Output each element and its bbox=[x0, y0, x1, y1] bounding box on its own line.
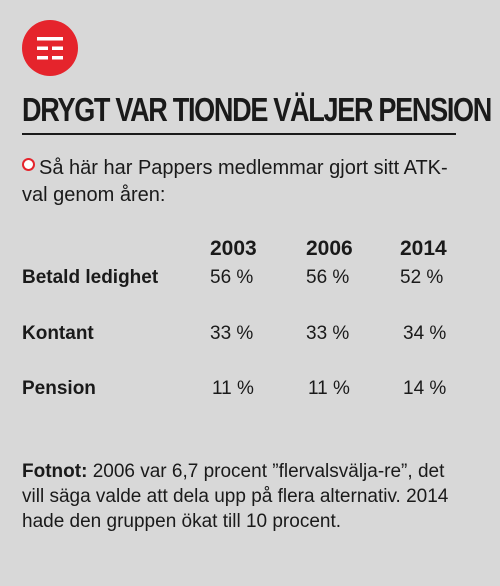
headline-divider bbox=[22, 133, 456, 135]
cell-pension-2006: 11 % bbox=[308, 378, 350, 399]
cell-betald-2014: 52 % bbox=[400, 267, 444, 288]
cell-pension-2003: 11 % bbox=[212, 378, 254, 399]
intro-label: Så här har Pappers medlemmar gjort sitt … bbox=[22, 157, 448, 206]
cell-kontant-2003: 33 % bbox=[210, 323, 254, 344]
column-header-2014: 2014 bbox=[400, 237, 447, 260]
grid-lines-icon bbox=[22, 20, 78, 76]
row-label-pension: Pension bbox=[22, 378, 96, 399]
column-header-2006: 2006 bbox=[306, 237, 353, 260]
cell-betald-2006: 56 % bbox=[306, 267, 350, 288]
footnote-label: Fotnot: bbox=[22, 461, 88, 482]
footnote: Fotnot: 2006 var 6,7 procent ”flervalsvä… bbox=[22, 459, 462, 534]
headline: DRYGT VAR TIONDE VÄLJER PENSION bbox=[22, 91, 492, 128]
cell-betald-2003: 56 % bbox=[210, 267, 254, 288]
row-label-kontant: Kontant bbox=[22, 323, 94, 344]
cell-kontant-2014: 34 % bbox=[403, 323, 447, 344]
intro-text: Så här har Pappers medlemmar gjort sitt … bbox=[22, 155, 462, 209]
cell-kontant-2006: 33 % bbox=[306, 323, 350, 344]
cell-pension-2014: 14 % bbox=[403, 378, 447, 399]
row-label-betald-ledighet: Betald ledighet bbox=[22, 267, 159, 288]
bullet-icon bbox=[22, 158, 35, 171]
column-header-2003: 2003 bbox=[210, 237, 257, 260]
footnote-text: 2006 var 6,7 procent ”flervalsvälja-re”,… bbox=[22, 461, 449, 532]
